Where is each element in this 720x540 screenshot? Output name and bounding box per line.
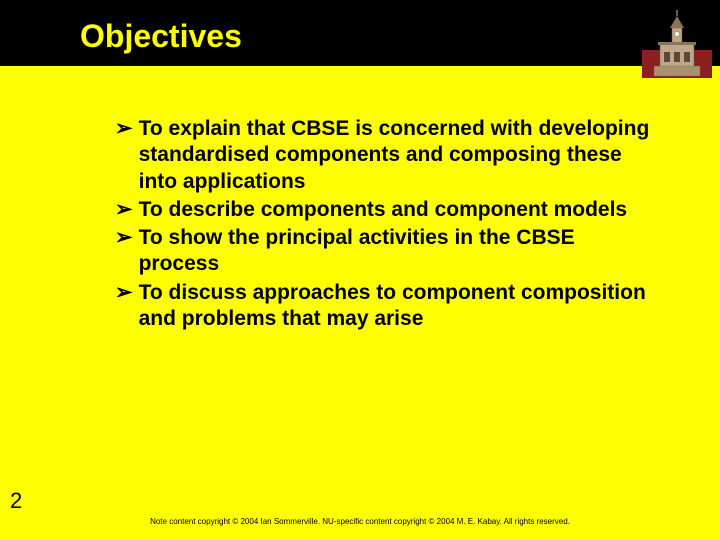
bullet-arrow-icon: ➢ xyxy=(115,116,133,142)
bullet-text: To describe components and component mod… xyxy=(139,197,628,223)
list-item: ➢ To explain that CBSE is concerned with… xyxy=(115,116,660,195)
bullet-arrow-icon: ➢ xyxy=(115,280,133,306)
bullet-text: To explain that CBSE is concerned with d… xyxy=(139,116,660,195)
bullet-arrow-icon: ➢ xyxy=(115,225,133,251)
bullet-text: To discuss approaches to component compo… xyxy=(139,280,660,333)
list-item: ➢ To describe components and component m… xyxy=(115,197,660,223)
slide-title: Objectives xyxy=(80,18,242,55)
copyright-footer: Note content copyright © 2004 Ian Sommer… xyxy=(0,517,720,526)
list-item: ➢ To discuss approaches to component com… xyxy=(115,280,660,333)
bullet-arrow-icon: ➢ xyxy=(115,197,133,223)
list-item: ➢ To show the principal activities in th… xyxy=(115,225,660,278)
page-number: 2 xyxy=(10,488,22,514)
bullet-text: To show the principal activities in the … xyxy=(139,225,660,278)
title-bar: Objectives xyxy=(0,0,720,66)
slide-body: ➢ To explain that CBSE is concerned with… xyxy=(0,66,720,332)
slide-logo xyxy=(642,4,712,78)
building-icon xyxy=(642,4,712,78)
